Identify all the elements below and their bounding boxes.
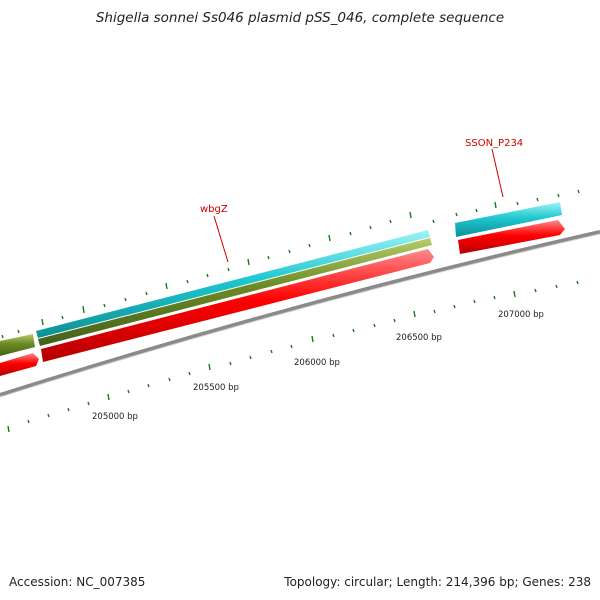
accession-text: Accession: NC_007385 [9,575,146,589]
map-title: Shigella sonnei Ss046 plasmid pSS_046, c… [95,10,505,26]
cds-arrow-left [0,353,39,376]
gene-label-wbgz[interactable]: wbgZ [200,204,228,215]
olive-feature-1 [38,238,432,346]
position-label-207000: 207000 bp [498,310,544,320]
position-label-205000: 205000 bp [92,412,138,422]
position-label-205500: 205500 bp [193,383,239,393]
cds-arrow-wbgz [41,249,434,362]
wbgz-label-leader [213,215,229,263]
backbone [0,230,600,398]
cyan-feature-2 [455,202,562,237]
cyan-feature-track [36,202,562,338]
cds-arrow-sson-p234 [458,220,565,254]
position-label-206500: 206500 bp [396,333,442,343]
cyan-feature-1 [36,230,430,338]
olive-feature-track [0,238,432,356]
red-cds-track [0,220,565,376]
lower-tick-row [7,280,579,433]
topology-text: Topology: circular; Length: 214,396 bp; … [284,575,591,589]
sson-p234-label-leader [491,148,504,198]
olive-feature-left [0,334,35,356]
upper-tick-row [1,189,580,339]
position-label-206000: 206000 bp [294,358,340,368]
gene-label-sson-p234[interactable]: SSON_P234 [465,138,523,149]
